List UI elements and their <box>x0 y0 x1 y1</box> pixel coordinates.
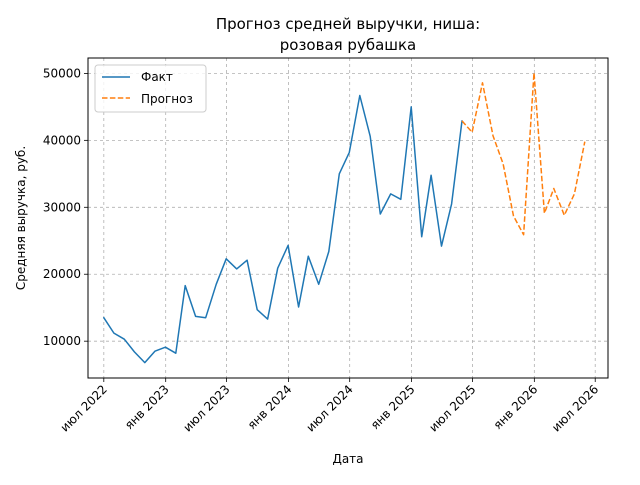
y-axis: 10000 20000 30000 40000 50000 <box>43 66 88 348</box>
y-tick-label: 50000 <box>43 66 81 80</box>
series-line-fakt <box>103 94 463 364</box>
y-axis-label: Средняя выручка, руб. <box>14 146 28 290</box>
x-axis-label: Дата <box>332 452 363 466</box>
series-layer <box>103 71 586 364</box>
y-tick-label: 10000 <box>43 334 81 348</box>
legend-label-fakt: Факт <box>141 70 173 84</box>
series-line-prognoz <box>461 71 586 236</box>
y-tick-label: 20000 <box>43 267 81 281</box>
chart-title-line-2: розовая рубашка <box>280 36 417 54</box>
y-tick-label: 40000 <box>43 133 81 147</box>
plot-area-frame <box>87 57 609 379</box>
chart-title-line-1: Прогноз средней выручки, ниша: <box>216 15 480 33</box>
legend-label-prognoz: Прогноз <box>141 92 193 106</box>
chart-title: Прогноз средней выручки, ниша: розовая р… <box>216 15 480 54</box>
y-tick-label: 30000 <box>43 200 81 214</box>
legend: Факт Прогноз <box>94 64 207 113</box>
